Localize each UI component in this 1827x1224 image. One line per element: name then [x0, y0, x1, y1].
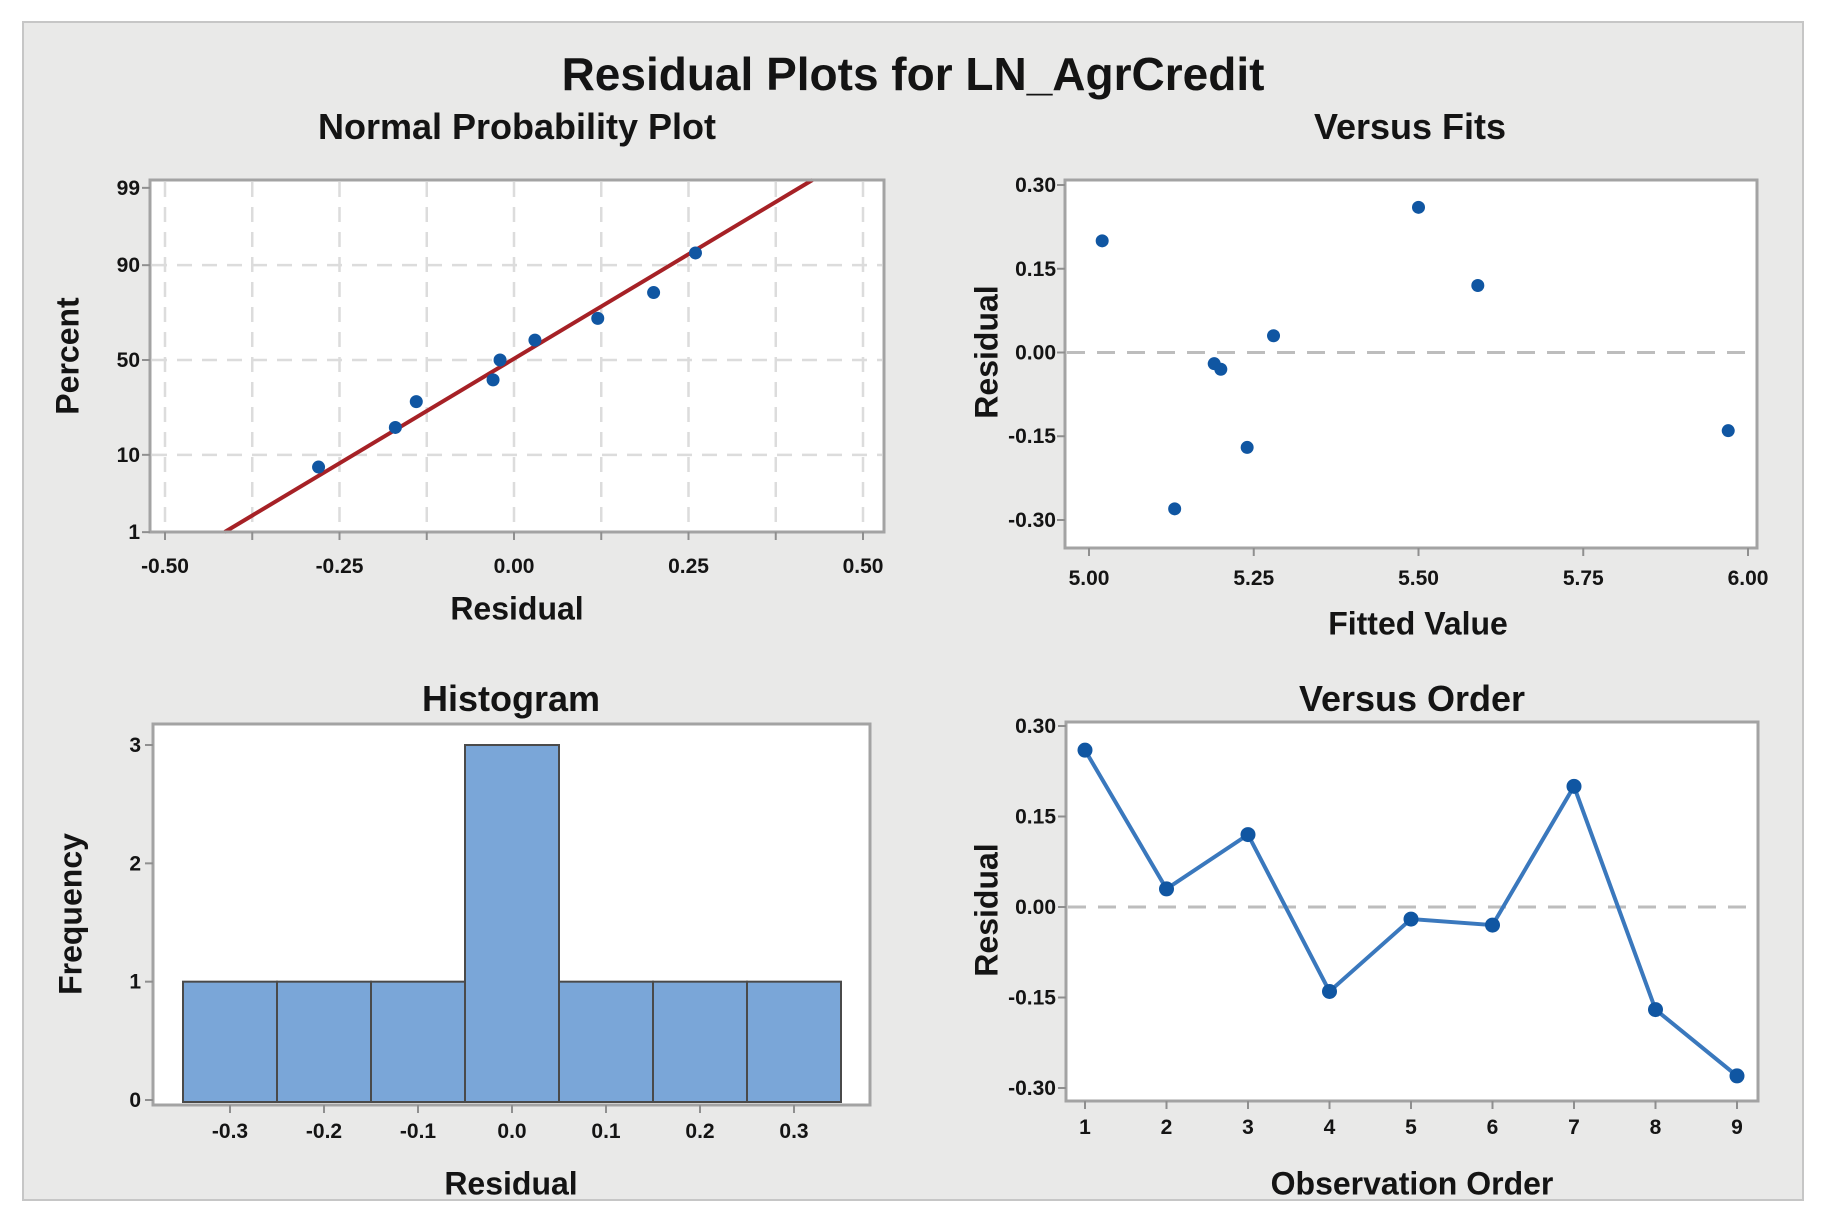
versus-order-plot-area — [1066, 722, 1758, 1101]
versus-order-line-point — [1729, 1068, 1745, 1084]
histogram-bar — [182, 980, 278, 1103]
normal-probability-plot-plot-frame — [148, 178, 886, 534]
versus-order-line-point — [1159, 881, 1174, 897]
versus-order-line-point — [1077, 742, 1093, 758]
versus-fits-y-tick-label: -0.30 — [1008, 509, 1056, 532]
versus-order-x-tick-label: 2 — [1161, 1116, 1173, 1139]
residual-axis-label-hist: Residual — [444, 1165, 578, 1202]
versus-order-x-tick-label: 5 — [1405, 1116, 1417, 1139]
versus-fits-scatter-point — [1214, 362, 1228, 376]
versus-order-y-tick-label: -0.15 — [1008, 986, 1056, 1009]
versus-fits-y-tick-label: -0.15 — [1008, 425, 1056, 448]
versus-fits-y-tick-label: 0.30 — [1015, 174, 1056, 197]
versus-fits-x-tick-label: 6.00 — [1728, 567, 1769, 590]
versus-fits-x-tick-label: 5.75 — [1563, 567, 1604, 590]
histogram-x-tick-label: 0.3 — [779, 1120, 808, 1143]
normal-probability-plot-x-tick-label: -0.25 — [316, 555, 364, 578]
normal-probability-plot-scatter-point — [486, 373, 500, 387]
versus-order-line-point — [1403, 911, 1419, 927]
versus-fits-x-tick-label: 5.50 — [1398, 567, 1439, 590]
normal-probability-plot-scatter-point — [688, 246, 702, 260]
normal-probability-plot-scatter-point — [647, 286, 661, 300]
histogram-x-tick-label: 0.1 — [591, 1120, 621, 1143]
page-title: Residual Plots for LN_AgrCredit — [561, 48, 1265, 100]
histogram-bar — [464, 744, 560, 1103]
histogram-y-tick-label: 0 — [129, 1089, 141, 1112]
normal-probability-plot-x-tick-label: 0.00 — [494, 555, 535, 578]
versus-order-x-tick-label: 7 — [1568, 1116, 1580, 1139]
normal-probability-plot-scatter-point — [528, 333, 542, 347]
normal-probability-plot-title: Normal Probability Plot — [317, 106, 717, 147]
versus-fits-x-tick-label: 5.25 — [1233, 567, 1274, 590]
histogram-bar — [370, 980, 466, 1103]
histogram-bar — [746, 980, 842, 1103]
histogram-bar — [276, 980, 372, 1103]
histogram-x-tick-label: 0.0 — [497, 1120, 526, 1143]
residual-axis-label-fits: Residual — [968, 285, 1005, 419]
normal-probability-plot-y-tick-label: 1 — [128, 521, 140, 544]
versus-fits-scatter-point — [1267, 329, 1281, 343]
histogram-x-tick-label: -0.2 — [306, 1120, 342, 1143]
fitted-value-axis-label: Fitted Value — [1328, 605, 1508, 642]
versus-order-x-tick-label: 1 — [1079, 1116, 1091, 1139]
versus-order-line-point — [1240, 827, 1256, 843]
versus-order-y-tick-label: 0.15 — [1015, 806, 1056, 829]
normal-probability-plot-y-tick-label: 99 — [117, 177, 140, 200]
histogram-x-tick-label: 0.2 — [685, 1120, 714, 1143]
versus-order-line-point — [1648, 1002, 1663, 1018]
versus-order-line-point — [1322, 983, 1337, 999]
versus-order-x-tick-label: 8 — [1650, 1116, 1662, 1139]
normal-probability-plot-scatter-point — [388, 420, 402, 434]
normal-probability-plot-scatter-point — [493, 353, 507, 367]
histogram-title: Histogram — [421, 678, 601, 719]
versus-fits-scatter-point — [1095, 234, 1109, 248]
versus-order-x-tick-label: 4 — [1324, 1116, 1336, 1139]
versus-fits-scatter-point — [1240, 440, 1254, 454]
versus-fits-y-tick-label: 0.15 — [1015, 258, 1056, 281]
versus-fits-plot-area — [1065, 180, 1757, 548]
versus-order-line-point — [1485, 917, 1500, 933]
normal-probability-plot-x-tick-label: 0.25 — [668, 555, 709, 578]
normal-probability-plot-scatter-point — [409, 395, 423, 409]
histogram-bar — [652, 980, 748, 1103]
normal-probability-plot-scatter-point — [312, 460, 326, 474]
normal-probability-plot-y-tick-label: 50 — [117, 349, 140, 372]
normal-probability-plot-x-tick-label: 0.50 — [843, 555, 884, 578]
observation-order-axis-label: Observation Order — [1270, 1165, 1554, 1202]
versus-fits-scatter-point — [1168, 502, 1182, 516]
versus-fits-scatter-point — [1721, 424, 1735, 438]
normal-probability-plot-y-tick-label: 10 — [117, 444, 140, 467]
histogram-x-tick-label: -0.1 — [400, 1120, 437, 1143]
residual-axis-label-npp: Residual — [450, 590, 584, 627]
normal-probability-plot-scatter-point — [591, 311, 605, 325]
normal-probability-plot-x-tick-label: -0.50 — [141, 555, 189, 578]
versus-order-x-tick-label: 9 — [1731, 1116, 1743, 1139]
histogram-x-tick-label: -0.3 — [212, 1120, 248, 1143]
versus-fits-title: Versus Fits — [1313, 106, 1507, 147]
histogram-y-tick-label: 3 — [129, 734, 141, 757]
histogram-y-tick-label: 1 — [129, 971, 141, 994]
normal-probability-plot-fit-line — [223, 178, 814, 534]
normal-probability-plot-y-tick-label: 90 — [117, 254, 140, 277]
frequency-axis-label: Frequency — [52, 833, 89, 995]
residual-plots-figure: -0.50 -0.25 0.00 0.25 0.50 1 10 50 90 99 5.00 5.25 5… — [22, 21, 1804, 1201]
versus-order-line-point — [1566, 778, 1582, 794]
versus-order-x-tick-label: 6 — [1487, 1116, 1499, 1139]
versus-fits-plot-frame — [1063, 178, 1759, 550]
histogram-bar — [558, 980, 654, 1103]
versus-order-y-tick-label: 0.00 — [1015, 896, 1056, 919]
versus-order-y-tick-label: 0.30 — [1015, 715, 1056, 738]
versus-fits-scatter-point — [1471, 279, 1485, 293]
percent-axis-label: Percent — [49, 297, 86, 415]
versus-fits-x-tick-label: 5.00 — [1069, 567, 1110, 590]
versus-fits-scatter-point — [1412, 200, 1425, 214]
versus-order-title: Versus Order — [1298, 678, 1526, 719]
versus-fits-y-tick-label: 0.00 — [1015, 342, 1056, 365]
versus-order-x-tick-label: 3 — [1242, 1116, 1254, 1139]
histogram-y-tick-label: 2 — [129, 852, 141, 875]
residual-axis-label-order: Residual — [968, 843, 1005, 977]
versus-order-y-tick-label: -0.30 — [1008, 1077, 1056, 1100]
